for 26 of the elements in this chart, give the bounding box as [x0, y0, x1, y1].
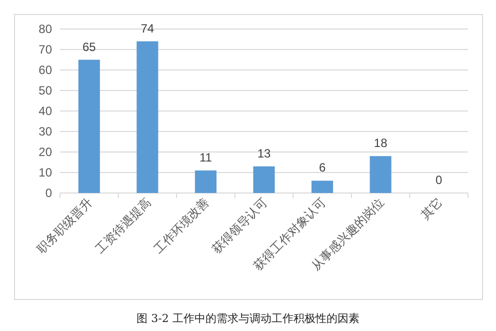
y-tick-label: 80	[38, 22, 52, 36]
data-label: 65	[82, 40, 96, 54]
x-tick-label: 工资待遇提高	[92, 195, 154, 256]
bar	[78, 60, 100, 193]
y-tick-label: 30	[38, 124, 52, 138]
y-tick-label: 50	[38, 84, 52, 98]
data-label: 6	[318, 160, 326, 175]
data-label: 0	[436, 173, 443, 187]
y-tick-label: 70	[38, 42, 52, 56]
data-label: 13	[257, 146, 271, 160]
x-tick-label: 工作环境改善	[151, 195, 212, 256]
caption: 图 3-2 工作中的需求与调动工作积极性的因素	[136, 312, 360, 325]
data-label: 11	[199, 150, 212, 164]
x-tick-label: 其它	[418, 195, 445, 222]
bar	[194, 170, 216, 193]
y-tick-label: 40	[38, 104, 52, 118]
bar	[312, 180, 334, 193]
bar	[136, 41, 158, 193]
y-tick-label: 60	[38, 63, 52, 77]
y-tick-label: 0	[45, 186, 52, 200]
bar	[370, 156, 392, 193]
data-label: 18	[374, 136, 388, 150]
data-label: 74	[140, 21, 154, 36]
y-tick-label: 10	[38, 166, 52, 180]
bar	[253, 166, 275, 193]
y-tick-label: 20	[38, 145, 52, 159]
